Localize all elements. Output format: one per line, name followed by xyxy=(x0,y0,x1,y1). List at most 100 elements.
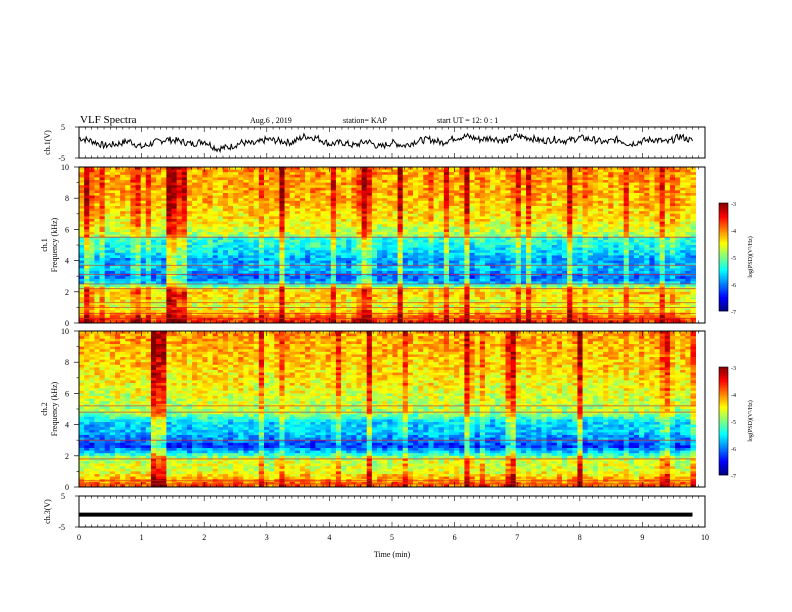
spectrogram-cell xyxy=(263,180,270,183)
spectrogram-cell xyxy=(351,169,357,173)
spectrogram-cell xyxy=(484,219,491,222)
spectrogram-cell xyxy=(99,239,106,243)
spectrogram-cell xyxy=(361,226,368,230)
spectrogram-cell xyxy=(407,239,414,243)
spectrogram-cell xyxy=(500,232,506,235)
spectrogram-cell xyxy=(315,187,321,191)
spectrogram-cell xyxy=(315,185,321,189)
spectrogram-cell xyxy=(402,234,409,238)
spectrogram-cell xyxy=(582,250,589,254)
spectrogram-cell xyxy=(284,185,291,189)
spectrogram-cell xyxy=(217,185,224,189)
station-label: station= KAP xyxy=(343,116,387,125)
spectrogram-cell xyxy=(500,237,506,241)
spectrogram-cell xyxy=(335,263,342,267)
spectrogram-cell xyxy=(171,239,178,243)
spectrogram-cell xyxy=(125,239,131,243)
spectrogram-cell xyxy=(89,167,95,170)
spectrogram-cell xyxy=(299,260,306,264)
spectrogram-cell xyxy=(464,258,470,261)
spectrogram-cell xyxy=(510,265,517,269)
spectrogram-cell xyxy=(423,182,429,186)
spectrogram-cell xyxy=(541,260,547,264)
spectrogram-cell xyxy=(603,172,609,176)
spectrogram-cell xyxy=(623,211,630,215)
spectrogram-cell xyxy=(623,247,630,251)
spectrogram-cell xyxy=(531,247,537,251)
spectrogram-cell xyxy=(397,247,404,251)
spectrogram-cell xyxy=(515,219,522,222)
spectrogram-cell xyxy=(125,190,131,194)
spectrogram-cell xyxy=(495,213,501,217)
spectrogram-cell xyxy=(171,174,178,178)
spectrogram-cell xyxy=(505,182,512,186)
spectrogram-cell xyxy=(428,198,434,202)
spectrogram-cell xyxy=(520,172,527,176)
spectrogram-cell xyxy=(387,167,393,170)
spectrogram-cell xyxy=(515,224,522,228)
spectrogram-cell xyxy=(675,252,681,256)
spectrogram-cell xyxy=(156,250,162,254)
spectrogram-cell xyxy=(253,174,260,178)
spectrogram-cell xyxy=(428,208,434,212)
spectrogram-cell xyxy=(181,177,188,181)
spectrogram-cell xyxy=(623,242,630,246)
spectrogram-cell xyxy=(140,211,147,215)
spectrogram-cell xyxy=(515,208,522,212)
spectrogram-cell xyxy=(526,224,532,228)
spectrogram-cell xyxy=(104,245,111,248)
spectrogram-cell xyxy=(664,224,671,228)
spectrogram-cell xyxy=(577,169,583,173)
spectrogram-cell xyxy=(325,245,332,248)
spectrogram-cell xyxy=(202,237,208,241)
spectrogram-cell xyxy=(207,232,213,235)
spectrogram-cell xyxy=(310,190,316,194)
spectrogram-cell xyxy=(161,193,167,196)
spectrogram-cell xyxy=(269,221,275,225)
spectrogram-cell xyxy=(597,237,604,241)
spectrogram-cell xyxy=(459,226,465,230)
spectrogram-cell xyxy=(330,263,337,267)
spectrogram-cell xyxy=(587,255,594,259)
spectrogram-cell xyxy=(341,211,347,215)
spectrogram-cell xyxy=(608,232,614,235)
spectrogram-cell xyxy=(377,250,383,254)
spectrogram-cell xyxy=(649,221,655,225)
spectrogram-cell xyxy=(526,195,532,199)
spectrogram-cell xyxy=(623,177,630,181)
spectrogram-cell xyxy=(120,260,126,264)
spectrogram-cell xyxy=(500,245,506,248)
spectrogram-cell xyxy=(207,258,213,261)
spectrogram-cell xyxy=(567,213,573,217)
spectrogram-cell xyxy=(135,242,142,246)
spectrogram-cell xyxy=(166,237,172,241)
spectrogram-cell xyxy=(526,255,532,259)
spectrogram-cell xyxy=(675,211,681,215)
spectrogram-cell xyxy=(197,232,203,235)
spectrogram-cell xyxy=(464,232,470,235)
spectrogram-cell xyxy=(125,200,131,204)
spectrogram-cell xyxy=(243,258,249,261)
spectrogram-cell xyxy=(120,200,126,204)
spectrogram-cell xyxy=(459,167,465,170)
spectrogram-cell xyxy=(608,258,614,261)
spectrogram-cell xyxy=(418,245,424,248)
spectrogram-cell xyxy=(341,247,347,251)
spectrogram-cell xyxy=(212,219,219,222)
spectrogram-cell xyxy=(567,224,573,228)
spectrogram-cell xyxy=(505,211,512,215)
spectrogram-cell xyxy=(464,245,470,248)
spectrogram-cell xyxy=(284,216,291,220)
spectrogram-cell xyxy=(433,255,440,259)
spectrogram-cell xyxy=(613,206,619,209)
spectrogram-cell xyxy=(361,200,368,204)
spectrogram-cell xyxy=(448,252,455,256)
spectrogram-cell xyxy=(551,216,558,220)
spectrogram-cell xyxy=(186,237,193,241)
spectrogram-cell xyxy=(669,263,676,267)
spectrogram-cell xyxy=(274,213,280,217)
spectrogram-cell xyxy=(366,177,373,181)
spectrogram-cell xyxy=(587,239,594,243)
spectrogram-cell xyxy=(459,242,465,246)
spectrogram-cell xyxy=(587,250,594,254)
